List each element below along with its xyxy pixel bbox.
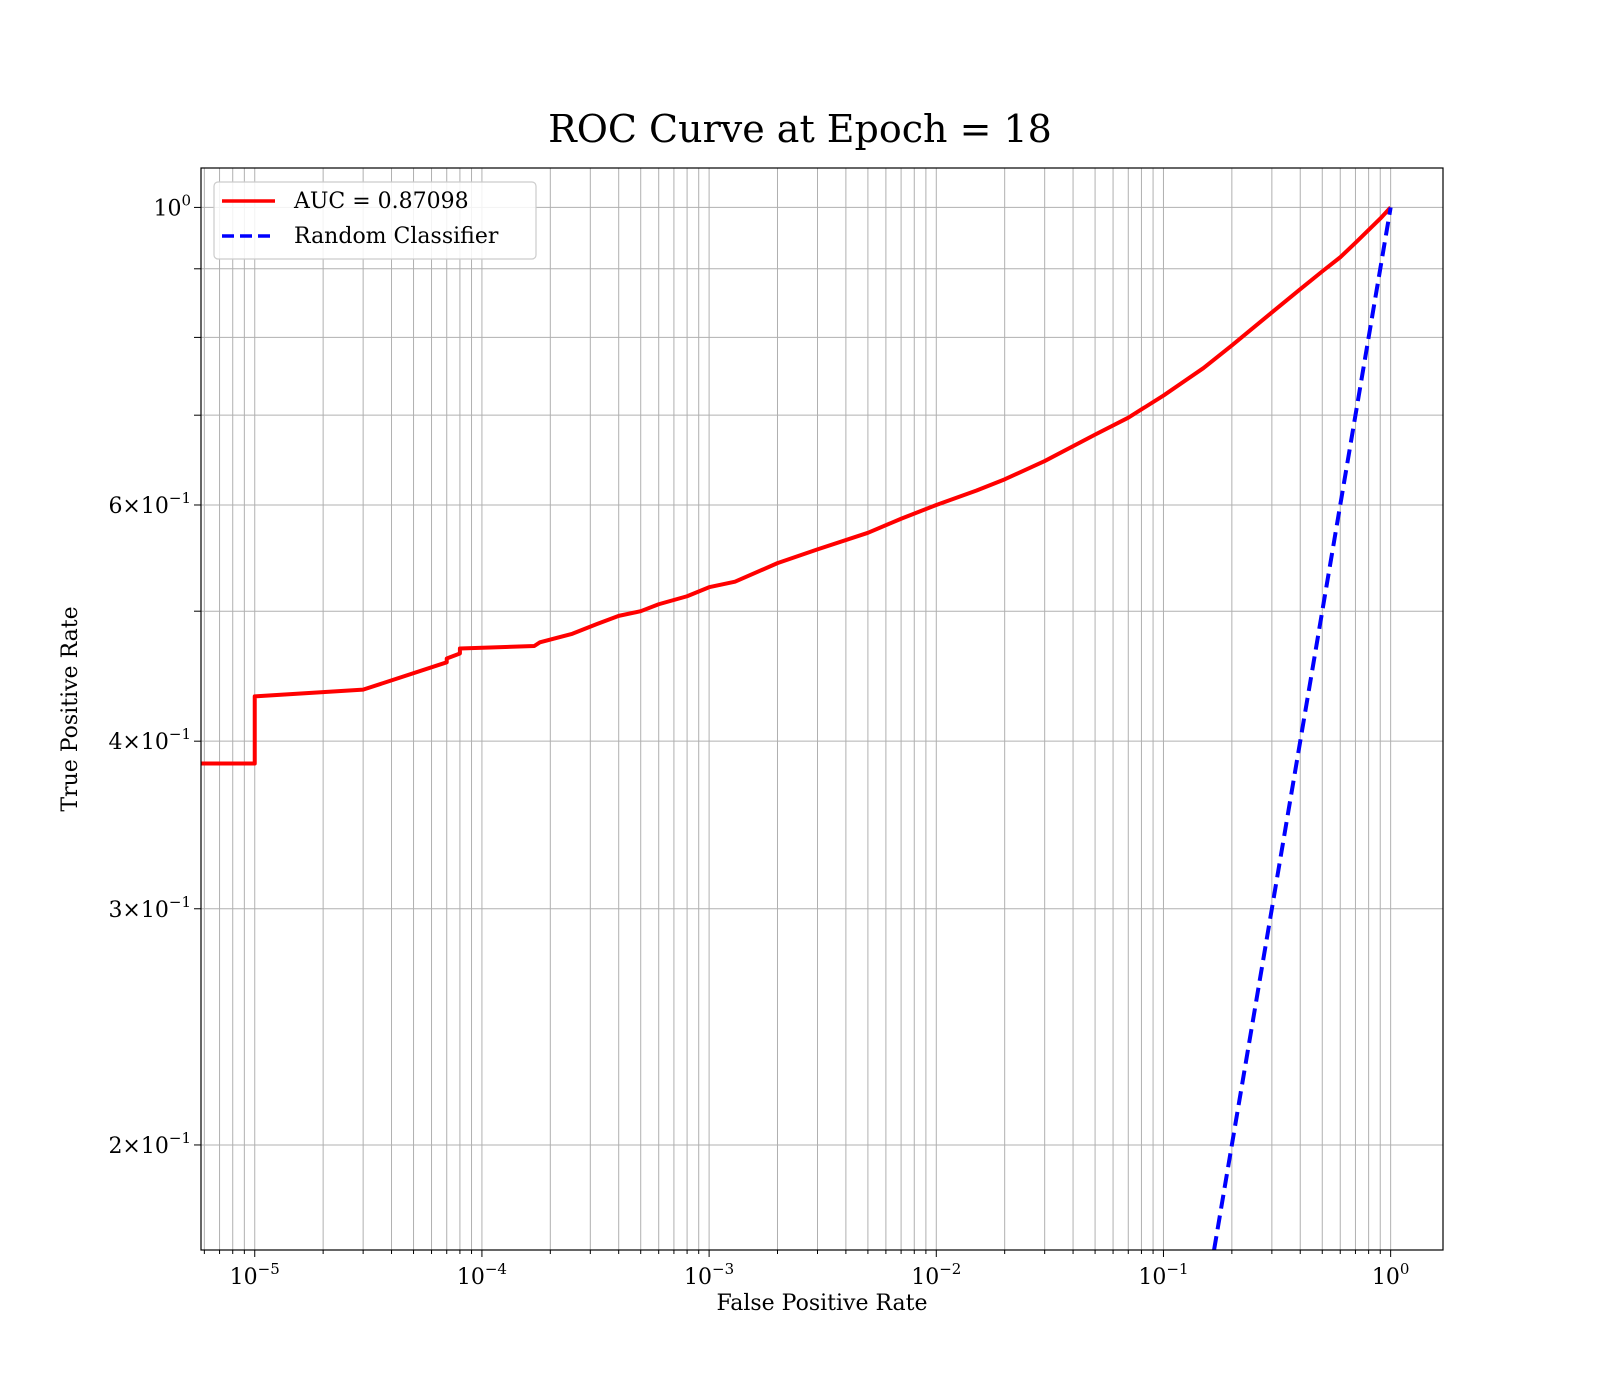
y-axis-label: True Positive Rate <box>58 606 83 811</box>
legend-box <box>213 181 537 260</box>
x-tick-label: 100 <box>1372 1260 1410 1290</box>
legend-label-random: Random Classifier <box>294 224 499 249</box>
x-tick-label: 10−3 <box>684 1260 734 1290</box>
plot-frame <box>200 167 1444 1251</box>
y-tick-label: 3×10−1 <box>108 893 191 923</box>
x-tick-label: 10−4 <box>457 1260 507 1290</box>
legend-label-auc: AUC = 0.87098 <box>293 189 469 214</box>
series-layer <box>201 206 1393 1250</box>
random-classifier-line <box>1212 207 1393 1250</box>
x-tick-label: 10−2 <box>911 1260 961 1290</box>
roc-curve-line <box>201 206 1393 766</box>
y-tick-label: 2×10−1 <box>108 1129 191 1159</box>
legend: AUC = 0.87098 Random Classifier <box>213 181 537 260</box>
chart-title: ROC Curve at Epoch = 18 <box>548 107 1052 151</box>
x-tick-label: 10−1 <box>1138 1260 1188 1290</box>
x-axis-label: False Positive Rate <box>716 1291 927 1316</box>
ticks: 10−5 10−4 10−3 10−2 10−1 100 100 6×10−1 4×10−1 3×… <box>108 191 1409 1290</box>
y-tick-label: 4×10−1 <box>108 725 191 755</box>
x-tick-label: 10−5 <box>230 1260 280 1290</box>
grid <box>201 168 1443 1250</box>
y-tick-label: 6×10−1 <box>108 489 191 519</box>
y-tick-label: 100 <box>153 191 191 221</box>
